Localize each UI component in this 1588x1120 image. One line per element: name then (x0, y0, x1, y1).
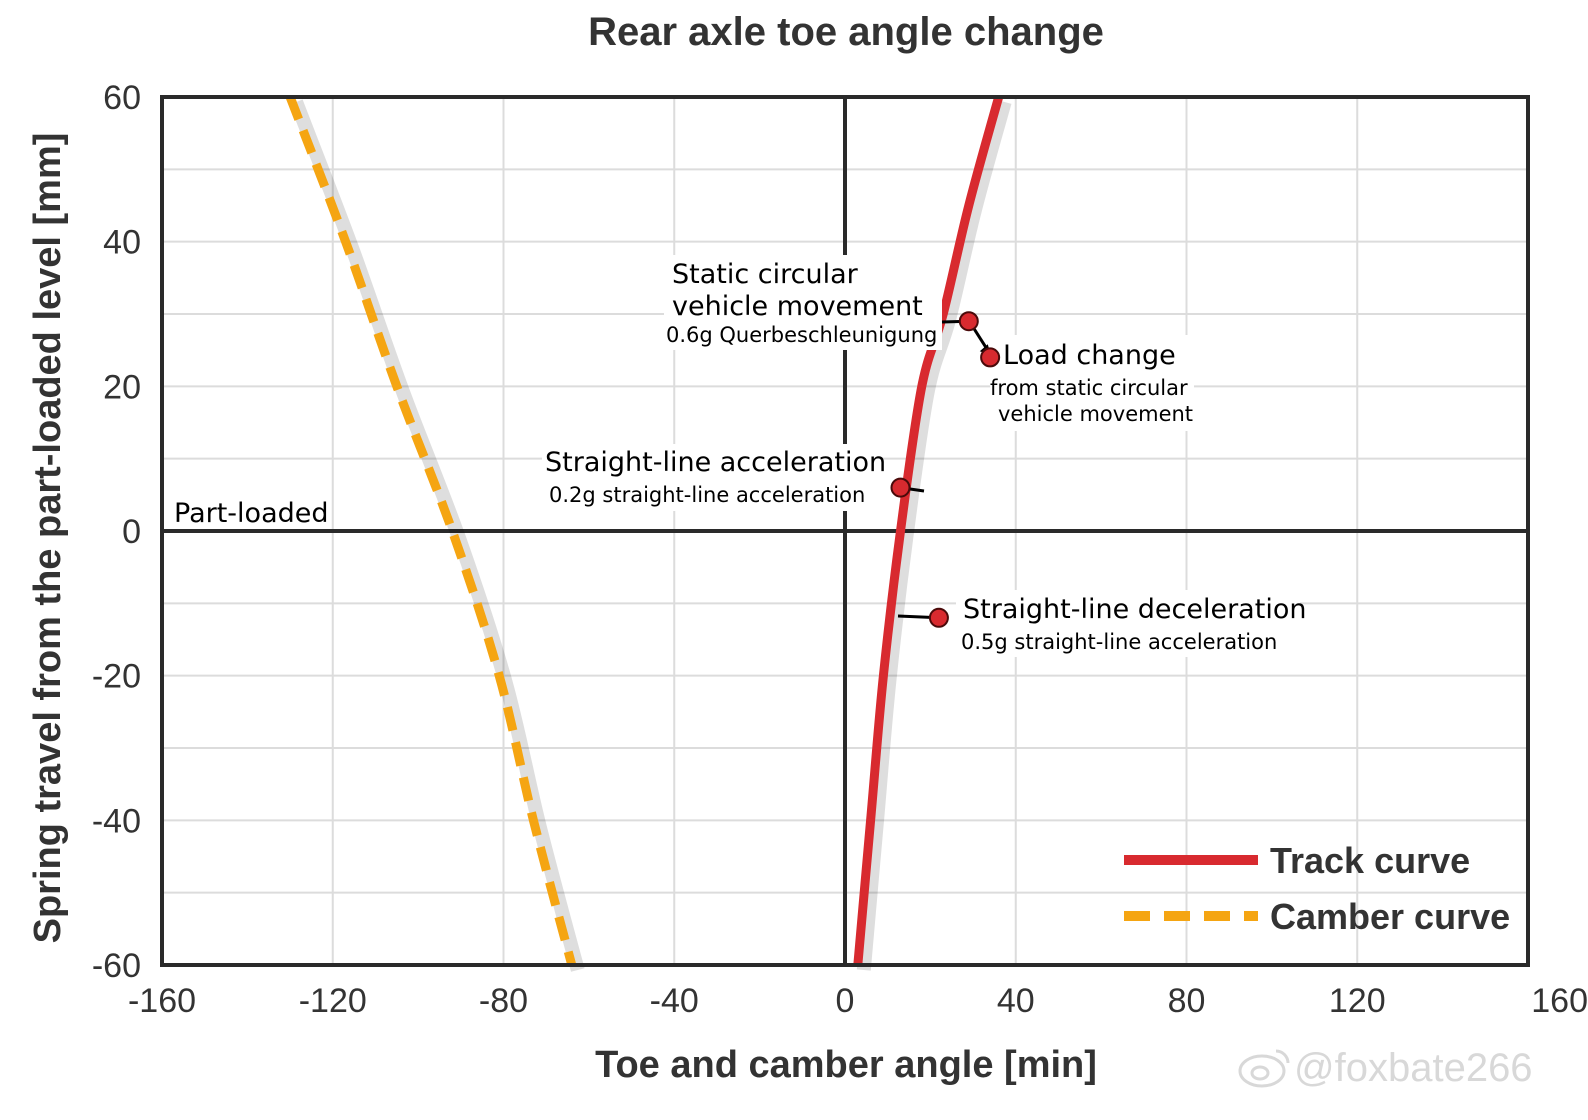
camber-curve-line (285, 95, 577, 967)
x-axis-label: Toe and camber angle [min] (595, 1044, 1097, 1086)
y-tick-label: 60 (103, 79, 141, 117)
x-tick-label: 80 (1168, 982, 1206, 1020)
annotation-label-static: Static circular (672, 259, 859, 290)
annotation-sublabel-load: vehicle movement (998, 402, 1193, 426)
watermark: @foxbate266 (1238, 1046, 1533, 1090)
annotation-sublabel-static: 0.6g Querbeschleunigung (666, 323, 937, 347)
annotation-label-accel: Straight-line acceleration (545, 447, 886, 478)
plot-frame (160, 95, 1530, 967)
annotation-point-decel (928, 607, 949, 628)
y-tick-label: -60 (92, 947, 141, 985)
annotation-sublabel-load: from static circular (990, 376, 1188, 400)
annotation-sublabel-decel: 0.5g straight-line acceleration (961, 630, 1277, 654)
y-tick-label: 20 (103, 368, 141, 406)
annotation-point-load (980, 347, 1001, 368)
watermark-text: @foxbate266 (1294, 1046, 1533, 1090)
y-tick-label: 0 (122, 513, 141, 551)
track-curve-shadow (856, 100, 1012, 971)
annotation-label-load: Load change (1003, 340, 1176, 371)
x-tick-label: 40 (997, 982, 1035, 1020)
y-tick-label: 40 (103, 224, 141, 262)
annotation-sublabel-accel: 0.2g straight-line acceleration (549, 483, 865, 507)
x-tick-label: 0 (836, 982, 855, 1020)
x-tick-label: -80 (479, 982, 528, 1020)
y-tick-label: -40 (92, 802, 141, 840)
annotation-background (956, 590, 1300, 657)
y-axis-label: Spring travel from the part-loaded level… (27, 133, 69, 944)
y-tick-label: -20 (92, 658, 141, 696)
annotation-label-decel: Straight-line deceleration (963, 594, 1306, 625)
x-tick-label: -40 (650, 982, 699, 1020)
x-tick-label: 120 (1329, 982, 1386, 1020)
part-loaded-label: Part-loaded (174, 498, 329, 529)
annotation-background (542, 444, 880, 511)
weibo-icon (1238, 1049, 1290, 1088)
chart-title: Rear axle toe angle change (588, 10, 1104, 54)
legend-label-track-curve: Track curve (1270, 840, 1470, 881)
annotation-background (664, 255, 942, 350)
legend-label-camber-curve: Camber curve (1270, 896, 1510, 937)
annotation-point-accel (890, 477, 911, 498)
annotation-label-static: vehicle movement (672, 291, 923, 322)
x-tick-label: -160 (128, 982, 196, 1020)
x-tick-label: 160 (1531, 982, 1588, 1020)
legend: Track curve Camber curve (1124, 840, 1510, 937)
annotation-point-static (958, 311, 979, 332)
annotation-background (990, 335, 1194, 431)
x-tick-label: -120 (299, 982, 367, 1020)
track-curve-line (853, 95, 1004, 966)
